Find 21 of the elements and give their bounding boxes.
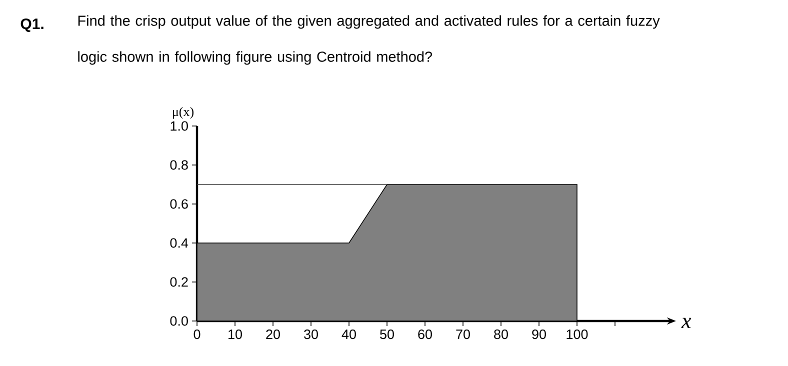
x-tick-label: 70 <box>456 330 470 340</box>
x-tick-label: 100 <box>566 330 588 340</box>
text: Find the crisp output value of the given aggregated and activated rules for a certain fuzzy logic shown in following figure using Centroid method? <box>78 15 660 65</box>
y-tick-label: 0.0 <box>170 316 188 326</box>
x-tick-label: 10 <box>228 330 242 340</box>
x-axis-title: x <box>681 318 692 328</box>
x-tick-label: 50 <box>380 330 394 340</box>
x-tick-label: 40 <box>342 330 356 340</box>
y-tick-label: 0.4 <box>170 238 188 248</box>
y-tick-label: 0.6 <box>170 199 188 209</box>
x-tick-label: 0 <box>194 330 200 340</box>
y-tick-label: 1.0 <box>170 121 188 131</box>
text: Q1. <box>20 18 44 32</box>
x-tick-label: 20 <box>266 330 280 340</box>
x-tick-label: 90 <box>532 330 546 340</box>
y-axis-title: μ(x) <box>172 106 194 119</box>
y-tick-label: 0.8 <box>170 160 188 170</box>
x-tick-label: 80 <box>494 330 508 340</box>
y-tick-label: 0.2 <box>170 277 188 287</box>
x-tick-label: 60 <box>418 330 432 340</box>
x-tick-label: 30 <box>304 330 318 340</box>
